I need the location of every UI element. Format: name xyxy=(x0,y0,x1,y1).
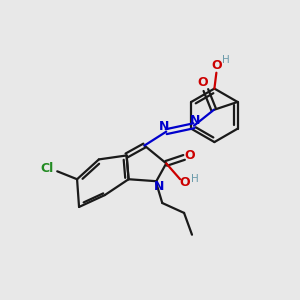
Text: Cl: Cl xyxy=(41,162,54,175)
Text: O: O xyxy=(180,176,190,189)
Text: H: H xyxy=(191,174,199,184)
Text: O: O xyxy=(185,149,195,162)
Text: N: N xyxy=(154,180,164,193)
Text: H: H xyxy=(222,55,230,65)
Text: O: O xyxy=(211,59,222,72)
Text: N: N xyxy=(159,120,169,133)
Text: N: N xyxy=(190,114,200,127)
Text: O: O xyxy=(198,76,208,88)
